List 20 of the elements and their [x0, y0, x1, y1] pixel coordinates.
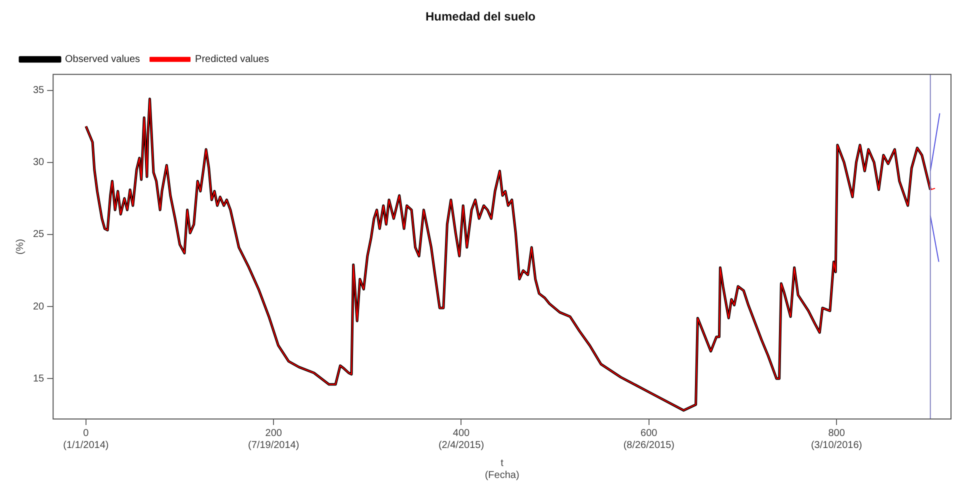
y-tick-label: 15	[33, 373, 45, 384]
y-tick-label: 20	[33, 301, 45, 312]
legend-label: Predicted values	[195, 54, 269, 66]
x-tick-label: 0	[83, 428, 90, 439]
x-tick-label: 800	[828, 428, 846, 439]
chart-title: Humedad del suelo	[425, 10, 536, 24]
y-tick-label: 35	[33, 85, 45, 96]
y-axis-title: (%)	[14, 238, 26, 254]
text: (1/1/2014)	[63, 440, 109, 451]
x-axis-title: t (Fecha)	[484, 458, 520, 481]
text: (2/4/2015)	[438, 440, 484, 451]
x-tick-label: 200	[265, 428, 282, 439]
x-tick-label: 400	[452, 428, 470, 439]
y-tick-label: 25	[33, 229, 45, 240]
text: (7/19/2014)	[248, 440, 300, 451]
x-tick-label: 600	[640, 428, 658, 439]
legend-label: Observed values	[65, 54, 140, 66]
text: (8/26/2015)	[623, 440, 674, 451]
text: (3/10/2016)	[810, 440, 862, 451]
y-tick-label: 30	[33, 157, 45, 168]
